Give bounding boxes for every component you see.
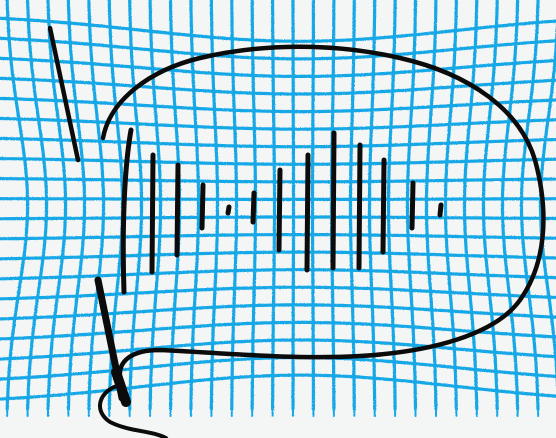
grid-horizontal-line — [0, 16, 556, 43]
sound-wave-bar — [380, 157, 387, 255]
grid-vertical-line — [209, 0, 220, 411]
grid-horizontal-line — [0, 268, 556, 281]
microphone-bubble-outline — [100, 44, 546, 381]
sound-wave-bar — [149, 152, 156, 275]
sound-wave-bar — [437, 202, 444, 218]
sound-wave-bar — [276, 167, 283, 253]
diagonal-pen-line — [47, 25, 81, 163]
grid-vertical-line — [128, 0, 144, 411]
sound-wave-bar — [199, 182, 206, 231]
grid-vertical-line — [25, 0, 49, 411]
sound-wave-bar — [330, 130, 337, 271]
bubble-left-edge — [120, 127, 134, 295]
grid-horizontal-line — [0, 136, 556, 149]
ink-drawing — [47, 25, 546, 438]
grid-vertical-line — [386, 0, 397, 411]
sound-wave-bar — [409, 180, 416, 231]
grid-horizontal-line — [0, 338, 556, 361]
grid-horizontal-line — [0, 76, 556, 96]
microphone-cord — [98, 383, 168, 438]
grid-horizontal-line — [0, 373, 556, 401]
grid-horizontal-line — [0, 250, 556, 261]
grid-vertical-line — [424, 0, 438, 411]
grid-vertical-line — [405, 0, 418, 411]
grid-vertical-line — [66, 0, 87, 411]
grid-vertical-line — [367, 0, 377, 411]
grid-vertical-line — [189, 0, 201, 411]
grid-horizontal-line — [0, 320, 556, 341]
grid-horizontal-line — [0, 303, 556, 321]
sound-wave-bar — [225, 204, 232, 216]
grid-vertical-line — [291, 0, 296, 411]
grid-horizontal-line — [0, 156, 556, 166]
grid-vertical-line — [230, 0, 239, 411]
sound-wave-bar — [356, 142, 363, 271]
sound-wave-bar — [174, 162, 181, 258]
grid-horizontal-line — [0, 96, 556, 114]
grid-vertical-line — [310, 0, 316, 411]
microphone-handle-tip — [111, 367, 131, 407]
grid-horizontal-line — [0, 116, 556, 131]
grid-vertical-line — [46, 0, 68, 411]
grid-horizontal-line — [0, 177, 556, 184]
grid-horizontal-line — [0, 36, 556, 61]
sound-wave-bar — [304, 152, 311, 273]
grid-horizontal-line — [0, 285, 556, 301]
sound-wave-bar — [250, 190, 257, 225]
grid-vertical-line — [148, 0, 163, 411]
grid-horizontal-line — [0, 197, 556, 201]
sound-wave-bars — [149, 130, 444, 275]
grid-horizontal-line — [0, 56, 556, 78]
grid-vertical-line — [462, 0, 479, 411]
grid-vertical-line — [519, 0, 540, 411]
